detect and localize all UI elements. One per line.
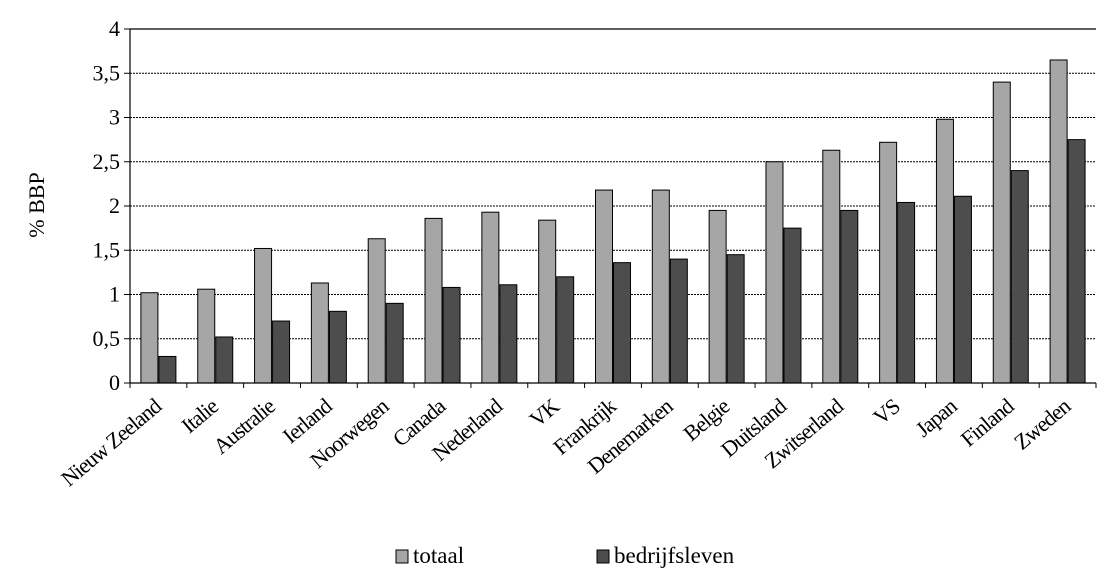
- x-axis-ticks: Nieuw Zeeland ItalieAustralieIerlandNoorw…: [56, 393, 1075, 491]
- y-tick-label: 1: [109, 282, 120, 307]
- x-tick-label: VS: [868, 394, 904, 430]
- x-tick-label: VK: [525, 393, 565, 432]
- bar-totaal: [140, 292, 159, 384]
- x-tick-label: Nieuw Zeeland: [56, 393, 166, 491]
- legend-label-totaal: totaal: [413, 543, 464, 568]
- x-tick-label: Japan: [911, 393, 962, 442]
- bar-totaal: [1049, 59, 1068, 384]
- bar-totaal: [367, 238, 386, 384]
- bar-totaal: [935, 118, 954, 384]
- x-tick-label: Zweden: [1009, 393, 1076, 454]
- bar-bedrijfsleven: [1010, 170, 1029, 384]
- bars: [140, 59, 1086, 384]
- y-axis-label: % BBP: [24, 172, 49, 237]
- y-tick-label: 2,5: [93, 149, 121, 174]
- bar-totaal: [879, 141, 898, 384]
- bar-bedrijfsleven: [385, 302, 404, 384]
- bar-bedrijfsleven: [726, 254, 745, 384]
- bar-bedrijfsleven: [669, 258, 688, 384]
- x-tick-label: Italie: [176, 394, 222, 438]
- bar-totaal: [254, 247, 273, 384]
- bar-totaal: [197, 288, 216, 384]
- bar-bedrijfsleven: [442, 286, 461, 384]
- gridlines: [130, 28, 1096, 340]
- y-tick-label: 1,5: [93, 237, 121, 262]
- bar-totaal: [481, 211, 500, 384]
- x-tick-label: Finland: [956, 393, 1019, 452]
- y-tick-label: 0: [109, 370, 120, 395]
- y-tick-label: 0,5: [93, 326, 121, 351]
- bar-bedrijfsleven: [328, 310, 347, 384]
- bar-bedrijfsleven: [613, 262, 631, 384]
- y-tick-label: 4: [109, 16, 120, 41]
- y-tick-label: 3,5: [93, 60, 121, 85]
- y-tick-label: 2: [109, 193, 120, 218]
- bar-bedrijfsleven: [158, 355, 177, 384]
- bar-totaal: [822, 149, 841, 384]
- legend-label-bedrijfsleven: bedrijfsleven: [614, 543, 735, 568]
- legend: totaal bedrijfsleven: [395, 543, 735, 568]
- bar-totaal: [992, 81, 1011, 384]
- bar-bedrijfsleven: [953, 195, 972, 384]
- legend-swatch-totaal: [395, 549, 409, 564]
- bar-bedrijfsleven: [897, 201, 916, 384]
- bar-bedrijfsleven: [556, 276, 575, 384]
- bar-totaal: [708, 209, 727, 384]
- bar-bedrijfsleven: [1067, 139, 1086, 384]
- bar-bedrijfsleven: [499, 284, 518, 384]
- bar-bedrijfsleven: [215, 336, 234, 384]
- y-axis-ticks: 0 0,5 1 1,5 2 2,5 3 3,5 4: [93, 16, 121, 395]
- x-tick-label: Australie: [208, 394, 279, 459]
- bar-totaal: [595, 189, 613, 384]
- bar-totaal: [538, 219, 557, 384]
- bar-totaal: [651, 189, 670, 384]
- bar-totaal: [424, 217, 443, 384]
- bar-totaal: [310, 282, 329, 384]
- bar-bedrijfsleven: [272, 320, 291, 384]
- y-tick-label: 3: [109, 105, 120, 130]
- bar-bedrijfsleven: [840, 209, 859, 384]
- axes: [124, 28, 1097, 388]
- bar-totaal: [765, 161, 784, 384]
- legend-swatch-bedrijfsleven: [596, 549, 610, 564]
- bar-bedrijfsleven: [783, 227, 802, 384]
